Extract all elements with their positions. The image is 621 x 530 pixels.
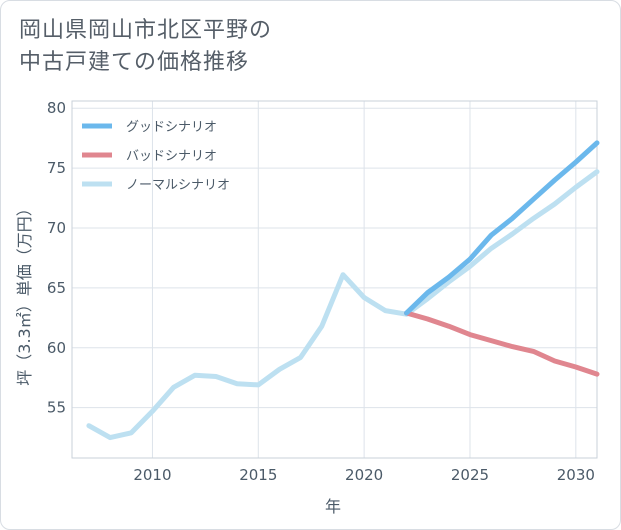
legend-label: グッドシナリオ [126,120,217,135]
y-axis-title: 坪（3.3㎡）単価（万円） [15,200,34,385]
chart-title-line-2: 中古戸建ての価格推移 [19,50,250,75]
y-tick-label: 65 [47,279,66,297]
x-axis-ticks: 2010 2015 2020 2025 2030 [133,466,595,484]
legend-label: バッドシナリオ [126,149,217,164]
x-tick-label: 2020 [345,466,383,484]
x-tick-label: 2030 [557,466,595,484]
y-tick-label: 80 [47,99,66,117]
series-lines [86,140,600,441]
y-tick-label: 60 [47,339,66,357]
y-axis-ticks: 55 60 65 70 75 80 [47,99,66,416]
y-tick-label: 70 [47,219,66,237]
series-line-good [404,140,600,316]
y-tick-label: 75 [47,159,66,177]
x-tick-label: 2025 [451,466,489,484]
series-line-bad [404,310,600,377]
legend-label: ノーマルシナリオ [126,178,230,193]
chart-title: 岡山県岡山市北区平野の 中古戸建ての価格推移 [19,15,272,79]
plot-area-border [71,100,598,459]
grid-lines [72,101,597,458]
chart-title-line-1: 岡山県岡山市北区平野の [19,18,273,43]
x-tick-label: 2015 [239,466,277,484]
x-axis-title: 年 [325,497,341,516]
series-line-normal [86,169,600,441]
x-tick-label: 2010 [133,466,171,484]
y-tick-label: 55 [47,399,66,417]
